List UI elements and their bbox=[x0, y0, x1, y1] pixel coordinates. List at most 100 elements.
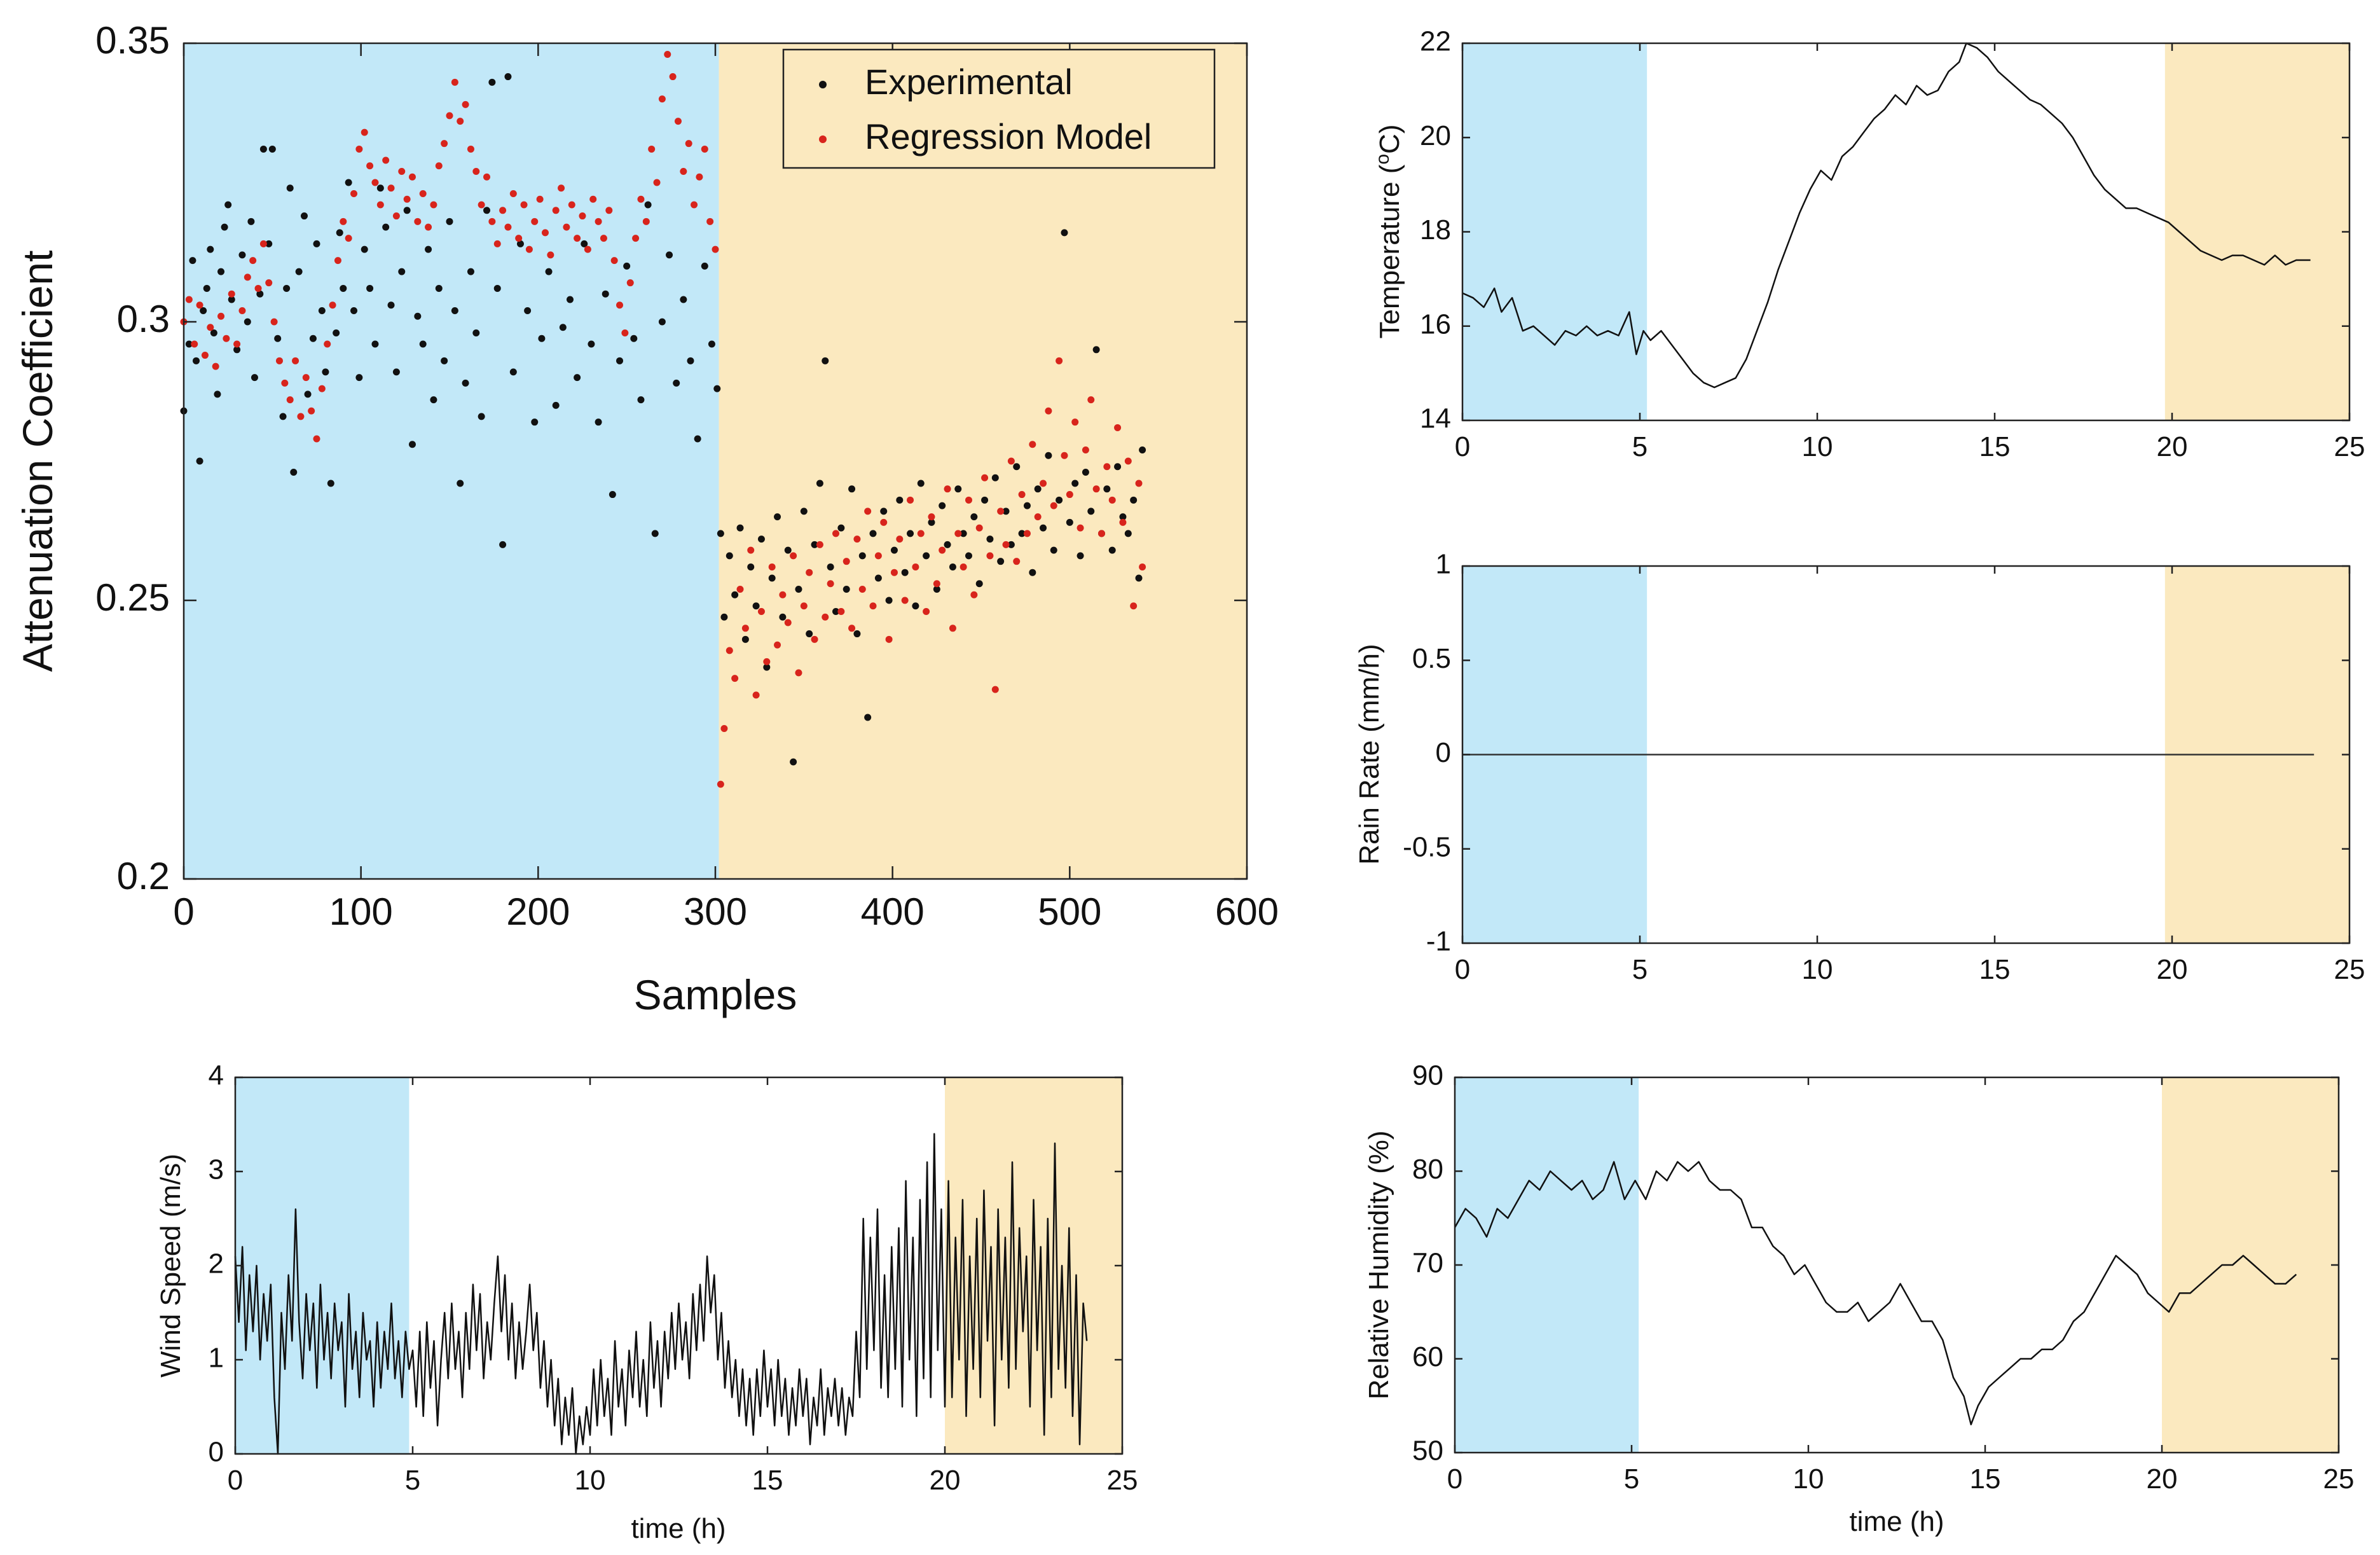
regression-point bbox=[1071, 418, 1079, 426]
regression-point bbox=[467, 145, 474, 153]
experimental-point bbox=[717, 530, 724, 537]
regression-point bbox=[270, 318, 278, 326]
experimental-point bbox=[981, 496, 989, 504]
experimental-point bbox=[816, 480, 823, 487]
regression-point bbox=[827, 580, 834, 588]
regression-point bbox=[541, 229, 549, 237]
experimental-point bbox=[763, 663, 771, 671]
regression-point bbox=[196, 301, 203, 309]
y-tick-label: 80 bbox=[1412, 1154, 1443, 1185]
experimental-point bbox=[504, 73, 512, 81]
experimental-point bbox=[290, 469, 298, 476]
experimental-point bbox=[1066, 518, 1073, 526]
experimental-point bbox=[965, 552, 972, 560]
experimental-point bbox=[327, 480, 334, 487]
x-tick-label: 100 bbox=[329, 890, 393, 933]
experimental-point bbox=[991, 474, 999, 481]
y-tick-label: 22 bbox=[1420, 26, 1451, 57]
experimental-point bbox=[954, 485, 962, 493]
experimental-point bbox=[265, 240, 273, 247]
regression-point bbox=[642, 218, 650, 225]
regression-point bbox=[816, 541, 823, 548]
regression-point bbox=[741, 625, 749, 632]
shaded-region bbox=[235, 1077, 409, 1454]
regression-point bbox=[525, 245, 533, 253]
regression-point bbox=[917, 530, 925, 537]
regression-point bbox=[292, 357, 299, 364]
regression-point bbox=[334, 257, 341, 265]
shaded-region bbox=[184, 43, 719, 879]
experimental-point bbox=[907, 530, 914, 537]
y-tick-label: 0 bbox=[209, 1437, 224, 1468]
y-tick-label: 0 bbox=[1436, 737, 1451, 768]
experimental-point bbox=[960, 530, 967, 537]
regression-point bbox=[446, 112, 453, 120]
experimental-point bbox=[1082, 469, 1089, 476]
regression-point bbox=[706, 218, 714, 225]
experimental-point bbox=[1124, 530, 1132, 537]
experimental-point bbox=[970, 513, 978, 521]
series-line bbox=[1454, 1161, 2297, 1426]
regression-point bbox=[228, 290, 235, 298]
regression-point bbox=[1066, 491, 1073, 499]
regression-point bbox=[720, 724, 728, 732]
regression-point bbox=[589, 195, 597, 203]
experimental-point bbox=[768, 574, 776, 582]
experimental-point bbox=[666, 251, 673, 259]
x-tick-label: 15 bbox=[1979, 954, 2011, 985]
experimental-point bbox=[366, 284, 374, 292]
y-tick-label: 4 bbox=[209, 1060, 224, 1091]
shaded-region bbox=[945, 1077, 1122, 1454]
experimental-point bbox=[350, 307, 358, 314]
experimental-point bbox=[472, 329, 480, 337]
experimental-point bbox=[457, 480, 464, 487]
experimental-point bbox=[1103, 485, 1111, 493]
rain-rate-chart: 0 5 10 15 20 25 -1 -0.5 0 0.5 1 Rain Rate (mm/h) bbox=[1354, 549, 2365, 985]
regression-point bbox=[478, 201, 485, 209]
experimental-point bbox=[1119, 513, 1127, 521]
y-tick-label: 0.5 bbox=[1412, 643, 1451, 674]
experimental-point bbox=[200, 307, 207, 314]
experimental-point bbox=[747, 563, 755, 570]
y-axis-label-unit: C) bbox=[1374, 124, 1405, 153]
series-line bbox=[1462, 42, 2311, 389]
regression-point bbox=[949, 625, 956, 632]
regression-point bbox=[1007, 457, 1015, 465]
regression-point bbox=[233, 340, 241, 348]
regression-point bbox=[238, 307, 246, 314]
regression-point bbox=[361, 128, 368, 136]
x-tick-label: 25 bbox=[2334, 431, 2365, 462]
experimental-point bbox=[853, 630, 861, 638]
experimental-point bbox=[680, 296, 687, 303]
regression-point bbox=[366, 162, 374, 170]
experimental-point bbox=[483, 207, 491, 214]
regression-point bbox=[680, 167, 687, 175]
experimental-point bbox=[446, 218, 453, 225]
regression-point bbox=[1029, 441, 1036, 448]
y-axis-label: Temperature (oC) bbox=[1372, 124, 1405, 338]
experimental-point bbox=[509, 368, 517, 376]
x-tick-label: 0 bbox=[173, 890, 194, 933]
regression-point bbox=[731, 675, 739, 682]
y-tick-label: 0.2 bbox=[117, 855, 170, 897]
regression-point bbox=[954, 530, 962, 537]
experimental-point bbox=[658, 318, 666, 326]
shaded-region bbox=[719, 43, 1247, 879]
regression-point bbox=[1135, 480, 1143, 487]
legend-label-experimental: Experimental bbox=[865, 62, 1073, 102]
experimental-point bbox=[858, 552, 866, 560]
experimental-point bbox=[986, 536, 994, 543]
regression-point bbox=[696, 173, 703, 181]
regression-point bbox=[595, 218, 602, 225]
regression-point bbox=[986, 552, 994, 560]
regression-point bbox=[600, 235, 607, 242]
regression-point bbox=[1056, 357, 1063, 364]
experimental-point bbox=[233, 346, 241, 354]
x-tick-label: 400 bbox=[861, 890, 925, 933]
regression-point bbox=[1002, 541, 1010, 548]
regression-point bbox=[1114, 424, 1122, 431]
regression-point bbox=[520, 201, 528, 209]
experimental-point bbox=[1077, 552, 1084, 560]
regression-point bbox=[265, 279, 273, 287]
regression-point bbox=[768, 563, 776, 570]
